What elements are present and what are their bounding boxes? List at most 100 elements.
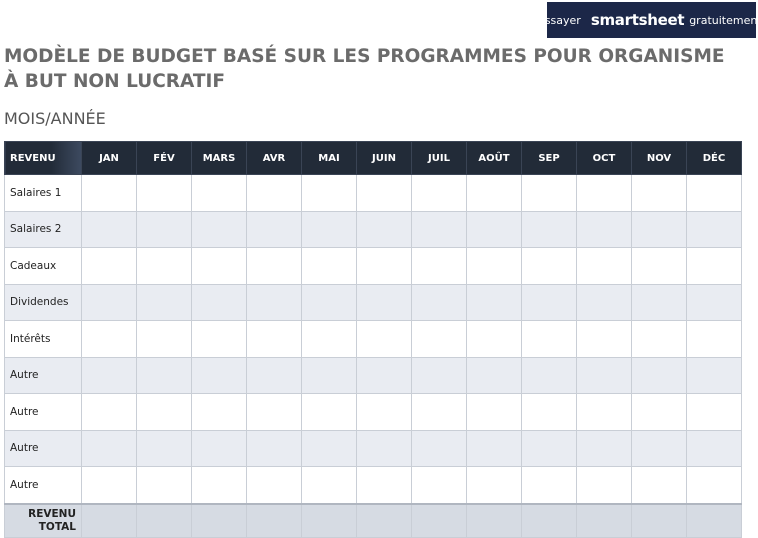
empty-cell: [356, 283, 412, 321]
empty-cell: [521, 320, 577, 358]
empty-cell: [301, 320, 357, 358]
empty-cell: [576, 356, 632, 394]
row-label: Cadeaux: [4, 247, 82, 285]
table-row: Autre: [4, 356, 742, 394]
empty-cell: [411, 174, 467, 212]
empty-cell: [631, 283, 687, 321]
empty-cell: [631, 320, 687, 358]
empty-cell: [521, 247, 577, 285]
empty-cell: [81, 502, 137, 538]
empty-cell: [686, 466, 742, 504]
empty-cell: [576, 502, 632, 538]
empty-cell: [81, 174, 137, 212]
table-row: Salaires 1: [4, 174, 742, 212]
empty-cell: [356, 502, 412, 538]
empty-cell: [466, 502, 522, 538]
empty-cell: [136, 502, 192, 538]
empty-cell: [576, 247, 632, 285]
empty-cell: [191, 466, 247, 504]
empty-cell: [81, 393, 137, 431]
empty-cell: [191, 247, 247, 285]
empty-cell: [356, 174, 412, 212]
banner-prefix: Essayer: [537, 13, 581, 27]
column-header: DÉC: [686, 141, 742, 175]
empty-cell: [631, 429, 687, 467]
empty-cell: [576, 283, 632, 321]
empty-cell: [631, 210, 687, 248]
empty-cell: [301, 502, 357, 538]
empty-cell: [246, 393, 302, 431]
empty-cell: [246, 429, 302, 467]
column-header: AOÛT: [466, 141, 522, 175]
row-label: Autre: [4, 393, 82, 431]
try-banner[interactable]: Essayer smartsheet gratuitement.: [538, 2, 758, 38]
table-row: Intérêts: [4, 320, 742, 358]
empty-cell: [191, 393, 247, 431]
empty-cell: [136, 283, 192, 321]
empty-cell: [576, 466, 632, 504]
empty-cell: [576, 393, 632, 431]
column-header: JAN: [81, 141, 137, 175]
empty-cell: [686, 247, 742, 285]
empty-cell: [246, 320, 302, 358]
empty-cell: [411, 429, 467, 467]
empty-cell: [631, 174, 687, 212]
row-label: Salaires 1: [4, 174, 82, 212]
column-header: MAI: [301, 141, 357, 175]
empty-cell: [356, 393, 412, 431]
column-header: SEP: [521, 141, 577, 175]
row-label: Autre: [4, 356, 82, 394]
empty-cell: [631, 247, 687, 285]
header-row: REVENU JAN FÉV MARS AVR MAI JUIN JUIL AOÛT SEP OCT…: [4, 141, 742, 175]
table-row: Autre: [4, 393, 742, 431]
row-label: Dividendes: [4, 283, 82, 321]
empty-cell: [81, 210, 137, 248]
empty-cell: [521, 210, 577, 248]
empty-cell: [246, 502, 302, 538]
empty-cell: [576, 174, 632, 212]
column-header: FÉV: [136, 141, 192, 175]
column-header: JUIN: [356, 141, 412, 175]
empty-cell: [191, 320, 247, 358]
table-row: Autre: [4, 466, 742, 504]
column-header: MARS: [191, 141, 247, 175]
title: MODÈLE DE BUDGET BASÉ SUR LES PROGRAMMES…: [4, 46, 725, 92]
empty-cell: [301, 429, 357, 467]
empty-cell: [466, 320, 522, 358]
empty-cell: [521, 174, 577, 212]
empty-cell: [686, 210, 742, 248]
empty-cell: [686, 502, 742, 538]
table-row: Dividendes: [4, 283, 742, 321]
empty-cell: [81, 247, 137, 285]
empty-cell: [191, 283, 247, 321]
empty-cell: [686, 174, 742, 212]
empty-cell: [246, 247, 302, 285]
empty-cell: [136, 210, 192, 248]
column-header: JUIL: [411, 141, 467, 175]
total-row: REVENU TOTAL: [4, 502, 742, 538]
empty-cell: [356, 466, 412, 504]
empty-cell: [686, 393, 742, 431]
banner-suffix: gratuitement.: [689, 13, 758, 27]
table-row: Salaires 2: [4, 210, 742, 248]
row-label: Intérêts: [4, 320, 82, 358]
empty-cell: [521, 502, 577, 538]
column-header: REVENU: [4, 141, 82, 175]
empty-cell: [301, 393, 357, 431]
empty-cell: [136, 466, 192, 504]
empty-cell: [576, 429, 632, 467]
budget-table: REVENU JAN FÉV MARS AVR MAI JUIN JUIL AOÛT SEP OCT…: [4, 141, 742, 538]
empty-cell: [301, 356, 357, 394]
total-label: REVENU TOTAL: [4, 502, 82, 538]
empty-cell: [576, 210, 632, 248]
empty-cell: [466, 466, 522, 504]
empty-cell: [356, 356, 412, 394]
column-header: OCT: [576, 141, 632, 175]
empty-cell: [521, 429, 577, 467]
empty-cell: [246, 466, 302, 504]
empty-cell: [136, 393, 192, 431]
empty-cell: [466, 210, 522, 248]
empty-cell: [631, 466, 687, 504]
empty-cell: [411, 502, 467, 538]
